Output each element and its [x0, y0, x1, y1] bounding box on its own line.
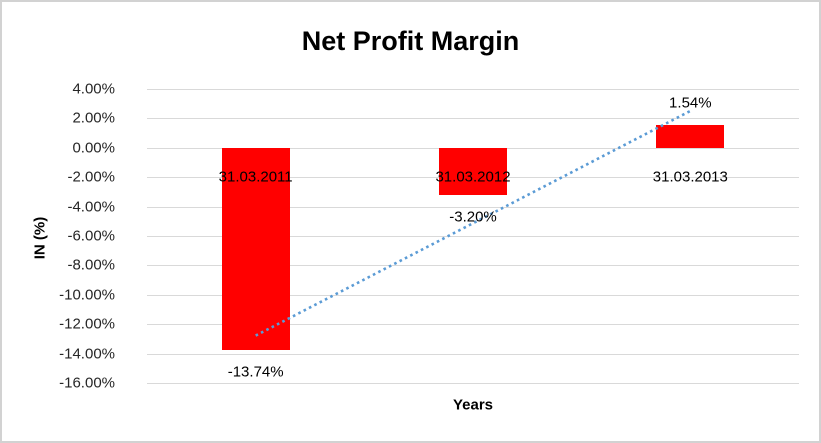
y-tick-label: 2.00%	[72, 109, 115, 127]
x-axis-title: Years	[452, 396, 494, 414]
y-tick-label: -4.00%	[67, 198, 115, 216]
y-tick-label: -14.00%	[59, 345, 115, 363]
y-tick-label: -16.00%	[59, 374, 115, 392]
gridline	[147, 206, 799, 208]
chart-title: Net Profit Margin	[301, 26, 520, 56]
y-tick-label: -8.00%	[67, 256, 115, 274]
y-tick-label: 4.00%	[72, 80, 115, 98]
y-tick-label: -6.00%	[67, 227, 115, 245]
category-label: 31.03.2011	[218, 168, 293, 186]
bar	[656, 125, 725, 148]
trendline	[255, 109, 691, 337]
data-label: -13.74%	[227, 363, 284, 381]
gridline	[147, 383, 799, 384]
category-label: 31.03.2013	[652, 168, 728, 186]
gridline	[147, 118, 799, 120]
plot-area: 4.00% 2.00% 0.00% -2.00% -4.00% -6.00% -8.00% -…	[59, 81, 799, 392]
gridline	[147, 294, 799, 296]
bar	[439, 147, 507, 195]
data-label: -3.20%	[449, 208, 497, 226]
bar	[221, 147, 290, 350]
y-tick-label: 0.00%	[72, 139, 115, 157]
data-label: 1.54%	[669, 94, 712, 112]
y-tick-label: -2.00%	[67, 168, 115, 186]
y-tick-label: -10.00%	[59, 286, 115, 304]
gridline	[147, 236, 799, 237]
gridline	[147, 324, 799, 326]
y-tick-label: -12.00%	[59, 315, 115, 333]
gridline	[147, 353, 799, 355]
gridline	[147, 265, 799, 267]
gridline	[147, 89, 799, 90]
category-label: 31.03.2012	[435, 168, 511, 186]
